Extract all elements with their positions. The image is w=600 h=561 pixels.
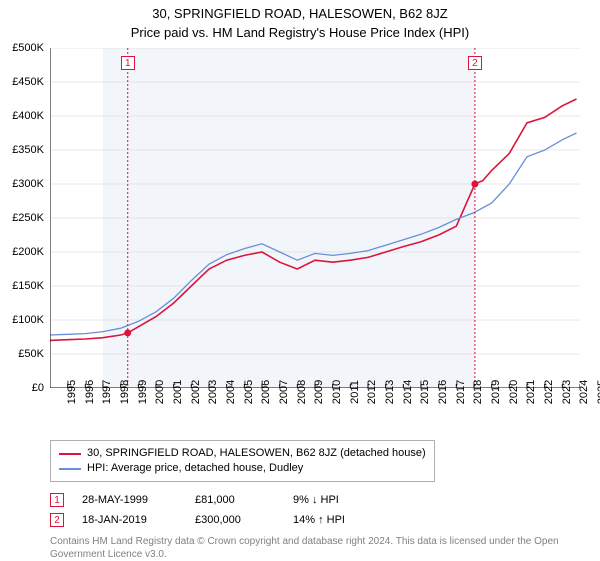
legend-item: 30, SPRINGFIELD ROAD, HALESOWEN, B62 8JZ… — [59, 446, 426, 461]
sales-table: 1 28-MAY-1999 £81,000 9% HPI 2 18-JAN-2019 £30… — [50, 490, 580, 530]
sales-date: 18-JAN-2019 — [82, 514, 177, 526]
legend-label: 30, SPRINGFIELD ROAD, HALESOWEN, B62 8JZ… — [87, 446, 426, 461]
y-axis-ticks: £0£50K£100K£150K£200K£250K£300K£350K£400… — [0, 48, 48, 388]
x-axis-ticks: 1995199619971998199920002001200220032004… — [50, 388, 580, 438]
sales-marker-badge: 1 — [50, 493, 64, 507]
sales-row: 1 28-MAY-1999 £81,000 9% HPI — [50, 490, 580, 510]
chart-marker-badge: 1 — [121, 56, 135, 70]
y-tick-label: £500K — [12, 42, 44, 54]
chart-plot-area: 12 — [50, 48, 580, 388]
y-tick-label: £350K — [12, 144, 44, 156]
legend-swatch — [59, 468, 81, 470]
legend-item: HPI: Average price, detached house, Dudl… — [59, 461, 426, 476]
sales-row: 2 18-JAN-2019 £300,000 14% HPI — [50, 510, 580, 530]
legend-label: HPI: Average price, detached house, Dudl… — [87, 461, 303, 476]
sales-price: £81,000 — [195, 494, 275, 506]
legend-and-sales: 30, SPRINGFIELD ROAD, HALESOWEN, B62 8JZ… — [50, 440, 580, 561]
y-tick-label: £200K — [12, 246, 44, 258]
sales-diff: 9% HPI — [293, 494, 383, 506]
legend-box: 30, SPRINGFIELD ROAD, HALESOWEN, B62 8JZ… — [50, 440, 435, 482]
chart-marker-badge: 2 — [468, 56, 482, 70]
y-tick-label: £100K — [12, 314, 44, 326]
y-tick-label: £400K — [12, 110, 44, 122]
chart-title: 30, SPRINGFIELD ROAD, HALESOWEN, B62 8JZ — [0, 0, 600, 21]
sales-price: £300,000 — [195, 514, 275, 526]
x-tick-label: 2025 — [580, 380, 600, 404]
legend-swatch — [59, 453, 81, 455]
arrow-up-icon — [318, 514, 324, 526]
chart-subtitle: Price paid vs. HM Land Registry's House … — [0, 21, 600, 40]
sales-date: 28-MAY-1999 — [82, 494, 177, 506]
sales-diff: 14% HPI — [293, 514, 383, 526]
chart-svg — [50, 48, 580, 388]
y-tick-label: £300K — [12, 178, 44, 190]
y-tick-label: £250K — [12, 212, 44, 224]
footer-note: Contains HM Land Registry data © Crown c… — [50, 536, 570, 561]
arrow-down-icon — [312, 494, 318, 506]
sales-marker-badge: 2 — [50, 513, 64, 527]
y-tick-label: £450K — [12, 76, 44, 88]
y-tick-label: £0 — [32, 382, 44, 394]
y-tick-label: £150K — [12, 280, 44, 292]
y-tick-label: £50K — [18, 348, 44, 360]
